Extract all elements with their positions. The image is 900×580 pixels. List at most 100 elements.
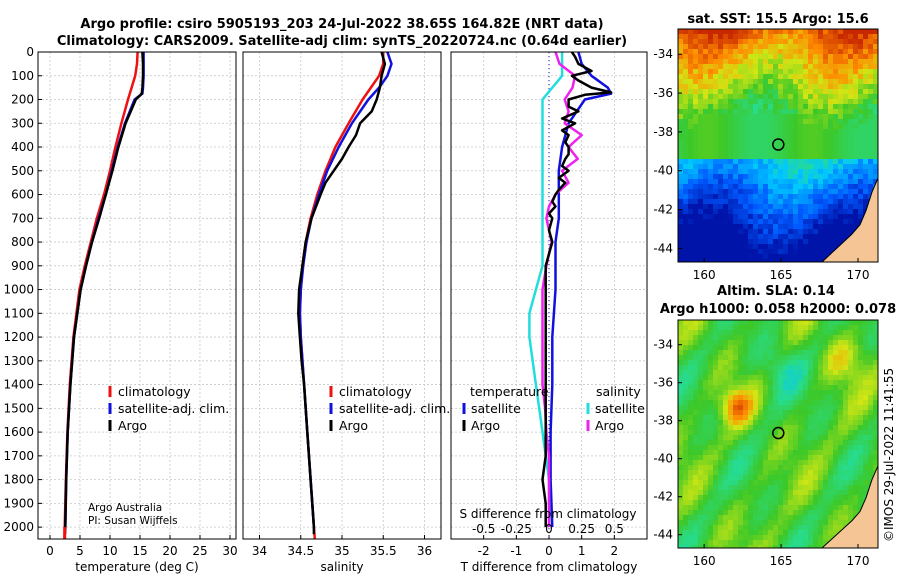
map-cell xyxy=(808,49,814,55)
map-cell xyxy=(798,94,804,100)
map-cell xyxy=(733,345,739,351)
map-cell xyxy=(693,204,699,210)
map-cell xyxy=(873,49,878,55)
map-cell xyxy=(728,365,734,371)
map-cell xyxy=(728,84,734,90)
map-cell xyxy=(853,134,859,140)
map-cell xyxy=(688,375,694,381)
map-cell xyxy=(823,380,829,386)
map-cell xyxy=(833,370,839,376)
map-cell xyxy=(718,169,724,175)
map-cell xyxy=(838,460,844,466)
map-cell xyxy=(833,109,839,115)
map-cell xyxy=(778,39,784,45)
map-cell xyxy=(843,350,849,356)
map-cell xyxy=(863,475,869,481)
map-cell xyxy=(758,179,764,185)
map-cell xyxy=(698,139,704,145)
map-cell xyxy=(823,29,829,35)
map-cell xyxy=(823,460,829,466)
map-cell xyxy=(713,520,719,526)
map-cell xyxy=(708,79,714,85)
map-cell xyxy=(788,164,794,170)
map-cell xyxy=(693,199,699,205)
map-cell xyxy=(848,365,854,371)
map-cell xyxy=(873,415,878,421)
map-cell xyxy=(798,515,804,521)
map-cell xyxy=(713,435,719,441)
map-cell xyxy=(703,154,709,160)
map-cell xyxy=(848,194,854,200)
map-cell xyxy=(678,54,684,60)
map-cell xyxy=(868,49,874,55)
map-cell xyxy=(838,330,844,336)
map-cell xyxy=(848,224,854,230)
map-cell xyxy=(758,34,764,40)
map-cell xyxy=(863,174,869,180)
map-cell xyxy=(698,184,704,190)
map-cell xyxy=(753,249,759,255)
map-cell xyxy=(833,390,839,396)
map-cell xyxy=(763,370,769,376)
map-cell xyxy=(823,214,829,220)
map-cell xyxy=(728,49,734,55)
map-cell xyxy=(783,530,789,536)
map-cell xyxy=(833,505,839,511)
map-cell xyxy=(843,139,849,145)
map-cell xyxy=(748,144,754,150)
map-cell xyxy=(783,420,789,426)
map-cell xyxy=(758,114,764,120)
map-cell xyxy=(728,234,734,240)
map-cell xyxy=(853,505,859,511)
map-cell xyxy=(813,445,819,451)
map-cell xyxy=(713,249,719,255)
map-cell xyxy=(713,445,719,451)
map-cell xyxy=(733,239,739,245)
map-cell xyxy=(818,194,824,200)
map-cell xyxy=(843,435,849,441)
map-cell xyxy=(723,475,729,481)
map-cell xyxy=(688,380,694,386)
map-cell xyxy=(683,500,689,506)
map-cell xyxy=(833,470,839,476)
sla-map-title: Altim. SLA: 0.14 xyxy=(717,284,835,299)
map-cell xyxy=(793,345,799,351)
map-cell xyxy=(778,540,784,546)
map-cell xyxy=(768,345,774,351)
map-cell xyxy=(783,29,789,35)
map-cell xyxy=(743,420,749,426)
map-cell xyxy=(728,249,734,255)
map-cell xyxy=(688,184,694,190)
map-cell xyxy=(713,44,719,50)
map-cell xyxy=(833,199,839,205)
map-cell xyxy=(868,44,874,50)
map-cell xyxy=(853,320,859,326)
difference-legend: temperature satellite Argo salinity sate… xyxy=(462,384,645,433)
map-cell xyxy=(698,395,704,401)
map-cell xyxy=(868,385,874,391)
map-cell xyxy=(773,360,779,366)
map-cell xyxy=(773,535,779,541)
map-cell xyxy=(748,244,754,250)
map-cell xyxy=(763,89,769,95)
map-cell xyxy=(708,144,714,150)
map-cell xyxy=(808,355,814,361)
map-cell xyxy=(768,400,774,406)
map-cell xyxy=(698,239,704,245)
map-cell xyxy=(833,460,839,466)
map-cell xyxy=(788,435,794,441)
map-cell xyxy=(693,154,699,160)
map-cell xyxy=(758,545,764,548)
map-cell xyxy=(868,475,874,481)
map-cell xyxy=(848,405,854,411)
map-cell xyxy=(753,74,759,80)
map-cell xyxy=(743,320,749,326)
map-cell xyxy=(858,355,864,361)
map-cell xyxy=(683,480,689,486)
map-cell xyxy=(793,395,799,401)
map-cell xyxy=(718,209,724,215)
map-cell xyxy=(828,425,834,431)
map-cell xyxy=(703,375,709,381)
map-cell xyxy=(858,29,864,35)
map-cell xyxy=(863,79,869,85)
